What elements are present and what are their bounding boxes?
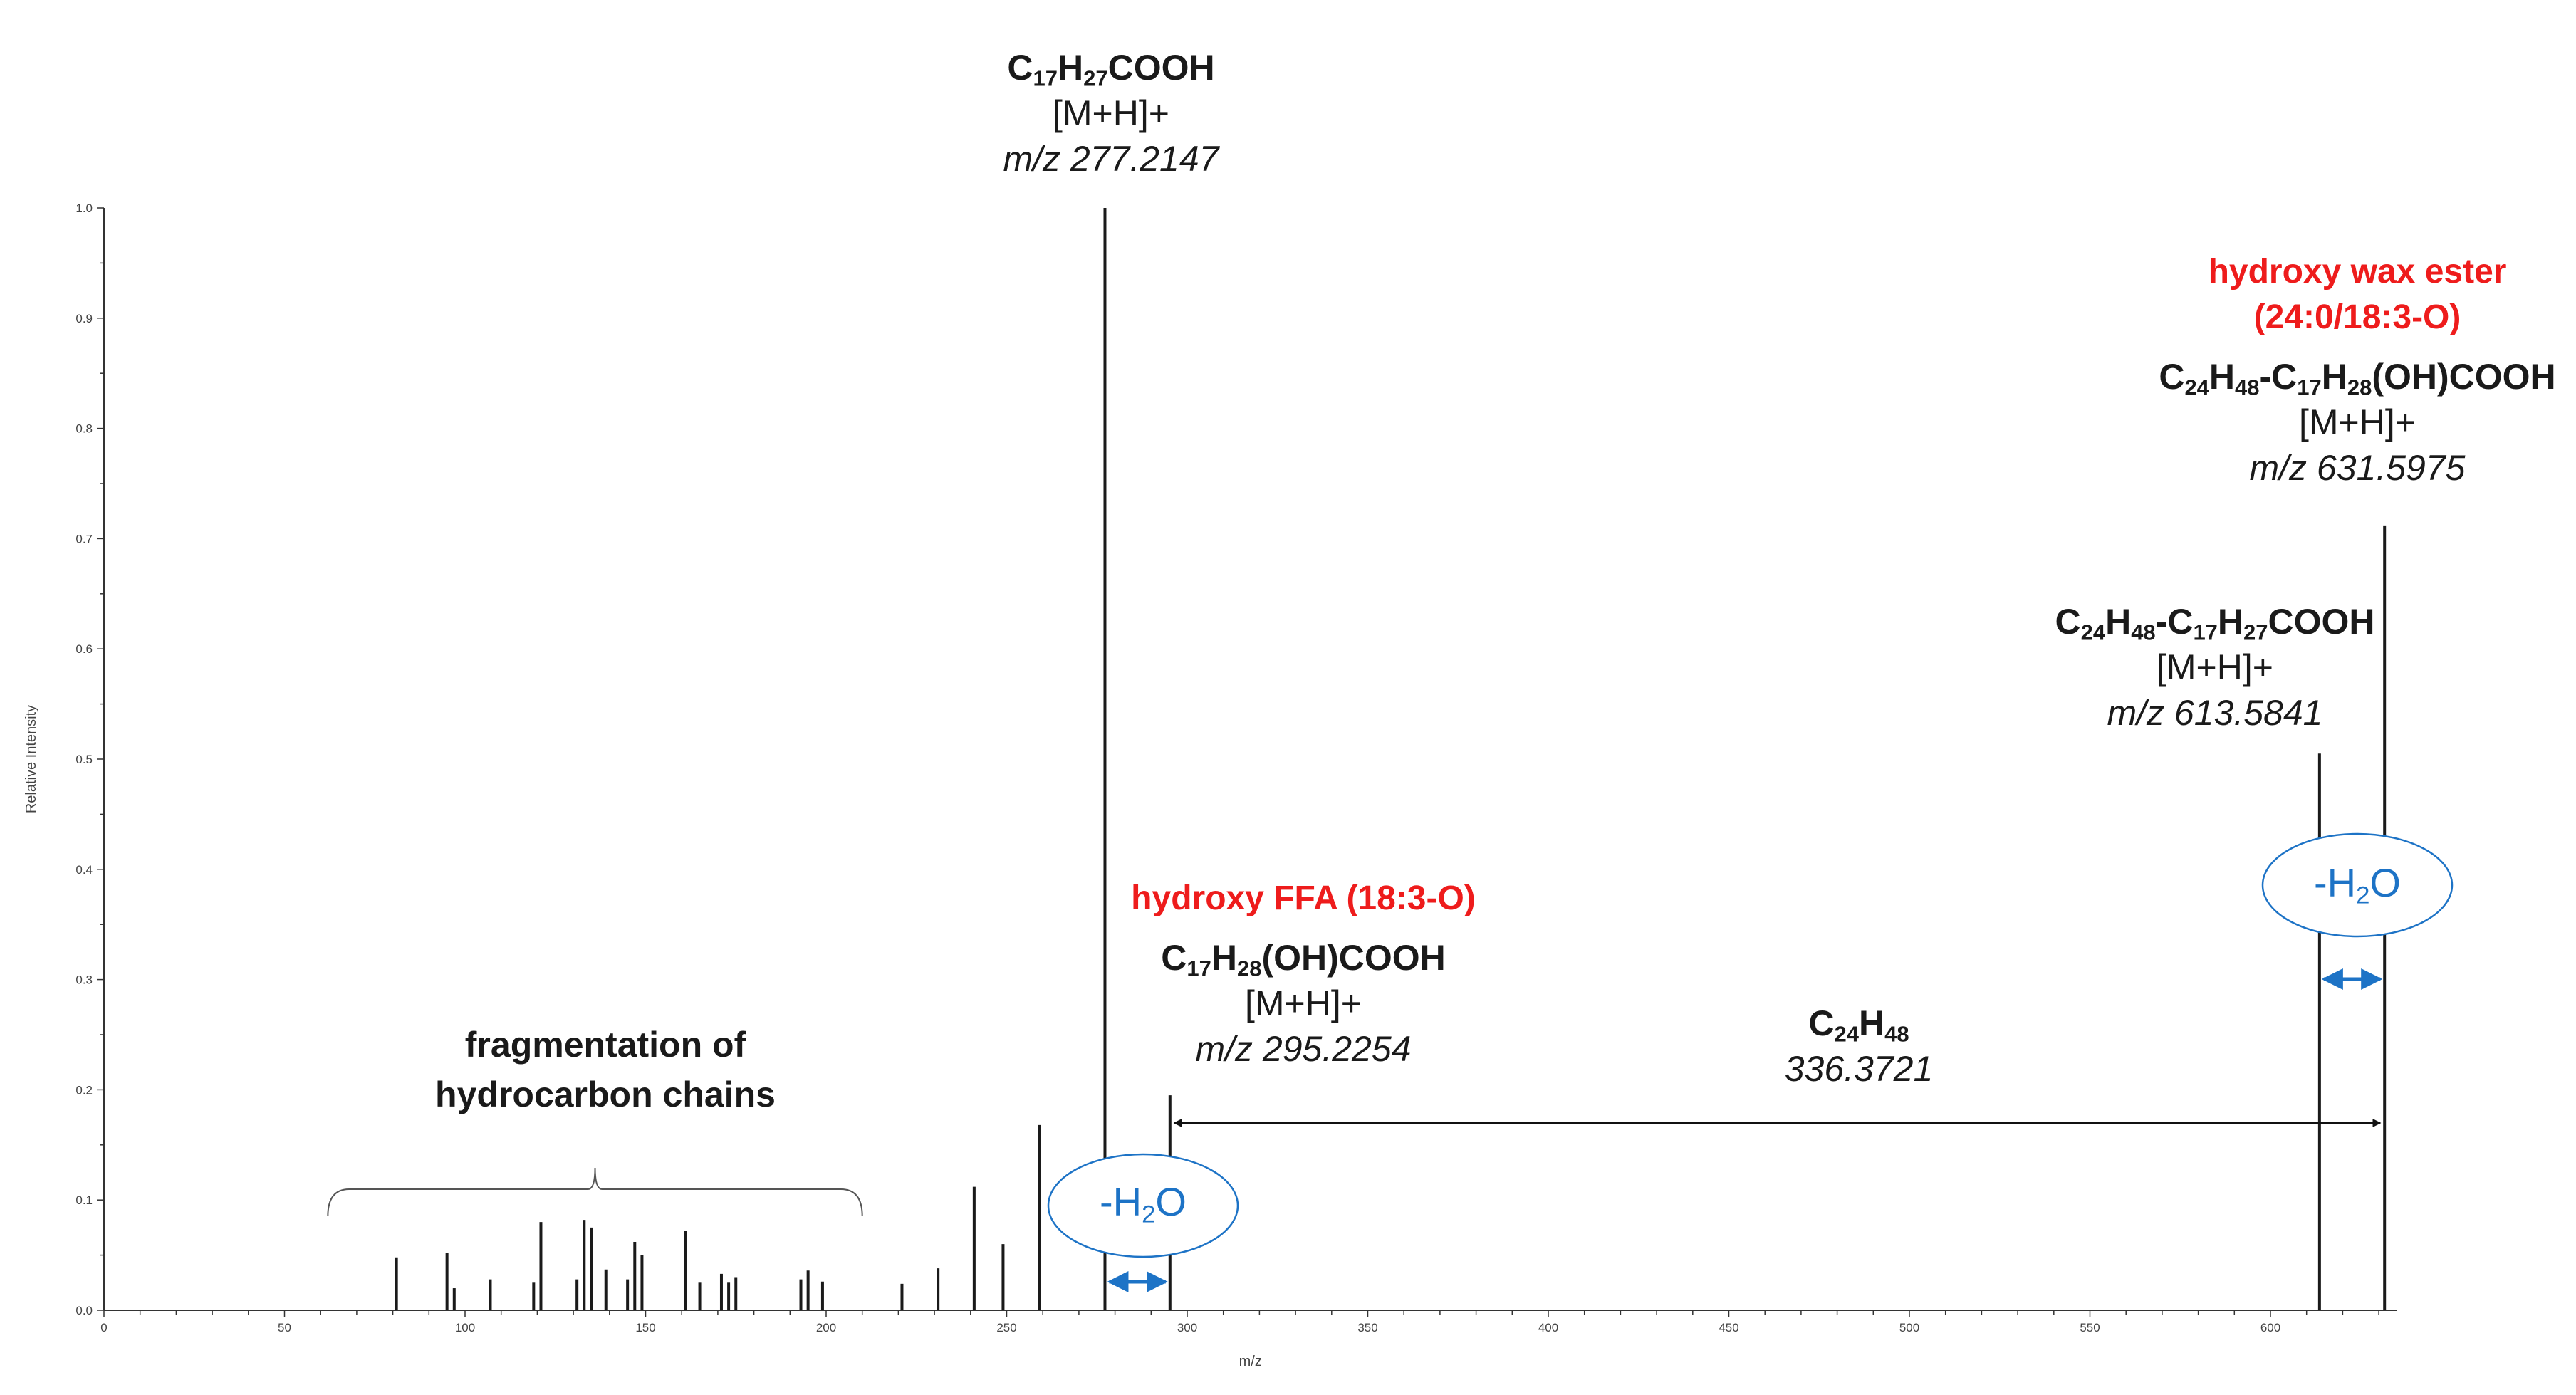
y-tick-label: 0.9 xyxy=(75,312,93,325)
annotation-base-peak: C17H27COOH [M+H]+ m/z 277.2147 xyxy=(1003,48,1219,179)
x-tick-label: 450 xyxy=(1719,1321,1738,1334)
x-tick-label: 100 xyxy=(455,1321,475,1334)
y-tick-label: 0.4 xyxy=(75,863,93,877)
annotation-hydroxy-ffa: hydroxy FFA (18:3-O) C17H28(OH)COOH [M+H… xyxy=(1131,879,1476,1069)
y-tick-label: 0.0 xyxy=(75,1304,93,1317)
y-axis-label: Relative Intensity xyxy=(24,705,39,813)
water-loss-ellipse-left xyxy=(1047,1153,1239,1258)
x-tick-label: 0 xyxy=(100,1321,107,1334)
y-tick-label: 0.1 xyxy=(75,1193,93,1207)
water-loss-label-right: -H2O xyxy=(2314,860,2401,909)
x-tick-label: 200 xyxy=(816,1321,836,1334)
fragmentation-brace xyxy=(327,1167,863,1217)
x-axis-label: m/z xyxy=(1239,1354,1262,1369)
x-tick-label: 300 xyxy=(1177,1321,1197,1334)
axes: 0 50 100 150 200 250 300 350 400 450 500 550 600 0.0 0… xyxy=(24,202,2397,1369)
x-tick-label: 400 xyxy=(1538,1321,1558,1334)
annotation-fragmentation: fragmentation of hydrocarbon chains xyxy=(435,1025,776,1114)
y-tick-label: 0.3 xyxy=(75,973,93,987)
annotation-neutral-loss: C24H48 336.3721 xyxy=(1784,1003,1934,1089)
water-loss-ellipse-right xyxy=(2261,832,2454,938)
x-tick-label: 350 xyxy=(1357,1321,1377,1334)
x-tick-label: 500 xyxy=(1899,1321,1919,1334)
annotation-wax-ester: hydroxy wax ester (24:0/18:3-O) C24H48-C… xyxy=(2159,253,2556,488)
x-tick-label: 600 xyxy=(2260,1321,2280,1334)
y-tick-label: 1.0 xyxy=(75,202,93,215)
x-tick-label: 250 xyxy=(996,1321,1016,1334)
y-tick-label: 0.2 xyxy=(75,1083,93,1097)
overlay xyxy=(327,832,2454,1292)
y-tick-label: 0.5 xyxy=(75,753,93,766)
x-tick-label: 550 xyxy=(2080,1321,2100,1334)
y-tick-label: 0.6 xyxy=(75,642,93,656)
x-tick-label: 150 xyxy=(635,1321,655,1334)
y-tick-label: 0.7 xyxy=(75,532,93,545)
annotation-fragment-613: C24H48-C17H27COOH [M+H]+ m/z 613.5841 xyxy=(2055,602,2375,733)
x-tick-label: 50 xyxy=(278,1321,291,1334)
peaks xyxy=(395,208,2387,1310)
water-loss-label-left: -H2O xyxy=(1100,1179,1187,1228)
y-tick-label: 0.8 xyxy=(75,422,93,436)
